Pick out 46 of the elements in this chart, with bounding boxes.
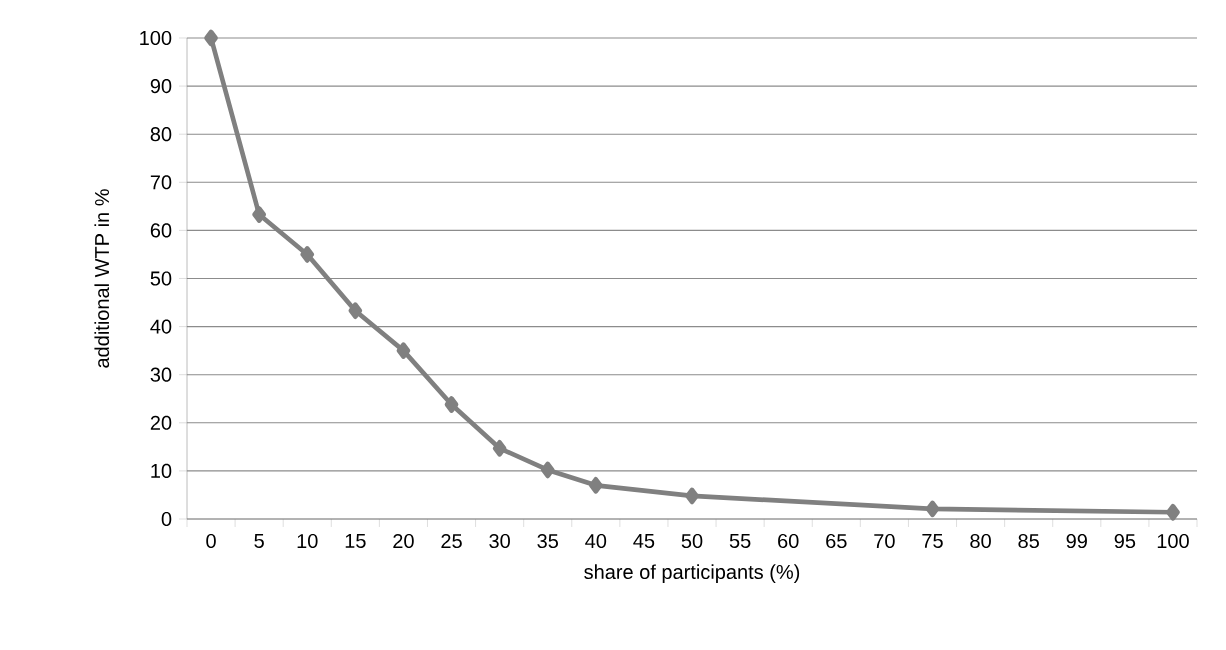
- x-tick-label: 5: [254, 533, 264, 548]
- x-tick-label: 15: [345, 533, 366, 548]
- point: [1166, 503, 1180, 521]
- y-tick-label: 70: [150, 175, 172, 190]
- x-tick-label: 85: [1018, 533, 1039, 549]
- point: [588, 476, 603, 494]
- y-tick-label: 40: [150, 319, 172, 334]
- point: [396, 342, 411, 359]
- y-axis-title: additional WTP in %: [94, 189, 110, 368]
- x-tick-label: 60: [778, 533, 799, 549]
- point: [540, 461, 555, 479]
- x-tick-label: 80: [970, 533, 991, 549]
- y-tick-label: 10: [151, 463, 172, 478]
- y-tick-label: 60: [150, 223, 172, 238]
- x-tick-label: 70: [874, 533, 895, 549]
- point: [444, 396, 459, 413]
- x-tick-label: 99: [1066, 533, 1087, 549]
- x-tick-label: 40: [585, 533, 607, 549]
- point: [252, 206, 266, 223]
- x-tick-label: 0: [206, 533, 216, 549]
- x-tick-label: 55: [729, 533, 751, 548]
- point: [492, 439, 507, 457]
- x-tick-label: 30: [489, 533, 510, 549]
- point: [685, 487, 699, 505]
- y-tick-label: 50: [150, 271, 172, 286]
- x-tick-label: 50: [681, 533, 703, 549]
- y-tick-label: 90: [150, 79, 172, 94]
- x-tick-label: 75: [922, 533, 943, 548]
- y-tick-label: 20: [150, 415, 172, 430]
- x-tick-label: 20: [393, 533, 414, 549]
- y-tick-label: 100: [140, 30, 172, 46]
- point: [925, 500, 940, 518]
- x-tick-label: 35: [537, 533, 559, 549]
- y-tick-label: 0: [161, 511, 172, 527]
- y-tick-label: 30: [150, 367, 172, 382]
- x-tick-label: 100: [1157, 533, 1189, 549]
- x-tick-label: 25: [441, 533, 462, 549]
- x-tick-label: 10: [297, 533, 318, 549]
- point: [300, 246, 315, 263]
- x-axis-title: share of participants (%): [584, 564, 800, 583]
- x-tick-label: 95: [1114, 533, 1136, 549]
- y-tick-label: 80: [150, 127, 172, 142]
- x-tick-label: 45: [633, 533, 655, 548]
- point: [348, 302, 363, 320]
- point: [204, 29, 218, 47]
- x-tick-label: 65: [826, 533, 847, 549]
